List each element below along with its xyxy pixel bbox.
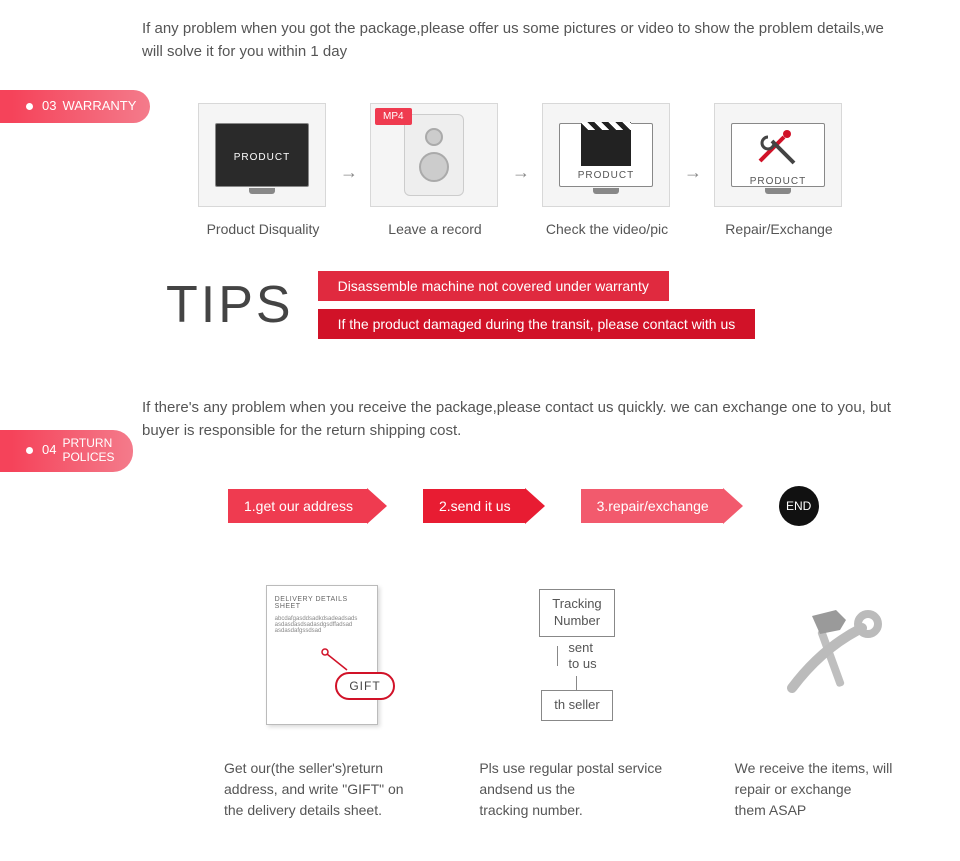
tracking-box-top: Tracking Number xyxy=(539,589,614,637)
flow-item-record: MP4 Leave a record xyxy=(370,103,500,237)
return-pill: 04 PRTURN POLICES xyxy=(12,430,133,472)
flow-item-disquality: PRODUCT Product Disquality xyxy=(198,103,328,237)
sent-note: sent to us xyxy=(568,640,596,674)
section-label-warranty: 03 WARRANTY xyxy=(12,90,150,123)
monitor-icon: PRODUCT xyxy=(731,123,825,187)
flow-caption: Leave a record xyxy=(370,221,500,237)
return-desc: We receive the items, will repair or exc… xyxy=(735,758,930,821)
monitor-icon: PRODUCT xyxy=(215,123,309,187)
flow-caption: Check the video/pic xyxy=(542,221,672,237)
tips-title: TIPS xyxy=(166,275,294,335)
monitor-label: PRODUCT xyxy=(750,176,806,187)
card-check: PRODUCT xyxy=(542,103,670,207)
mp4-badge: MP4 xyxy=(375,108,412,125)
return-label-num: 04 xyxy=(42,443,56,458)
return-body: 1.get our address 2.send it us 3.repair/… xyxy=(82,460,960,861)
arrow-icon: → xyxy=(512,122,530,183)
arrow-icon: → xyxy=(340,122,358,183)
tips-block: TIPS Disassemble machine not covered und… xyxy=(166,271,930,339)
return-steps: 1.get our address 2.send it us 3.repair/… xyxy=(214,474,844,538)
tip-bar: Disassemble machine not covered under wa… xyxy=(318,271,669,301)
end-badge: END xyxy=(779,486,819,526)
arrow-icon: → xyxy=(684,122,702,183)
warranty-pill: 03 WARRANTY xyxy=(12,90,150,123)
return-desc: Get our(the seller's)return address, and… xyxy=(224,758,419,821)
chevron-label: 2.send it us xyxy=(423,489,525,523)
return-label-text: PRTURN POLICES xyxy=(62,437,114,465)
return-desc: Pls use regular postal service andsend u… xyxy=(479,758,674,821)
bullet-icon xyxy=(26,447,33,454)
warranty-flow: PRODUCT Product Disquality → MP4 Leave a… xyxy=(112,103,930,237)
warranty-intro: If any problem when you got the package,… xyxy=(82,0,960,81)
tracking-box-bottom: th seller xyxy=(541,690,613,721)
gift-tag: GIFT xyxy=(335,672,394,700)
return-section: If there's any problem when you receive … xyxy=(82,379,960,460)
chevron-step-2: 2.send it us xyxy=(423,488,545,524)
section-label-return: 04 PRTURN POLICES xyxy=(12,430,133,472)
tips-bars: Disassemble machine not covered under wa… xyxy=(318,271,756,339)
monitor-label: PRODUCT xyxy=(234,152,290,163)
speaker-icon xyxy=(404,114,464,196)
monitor-icon: PRODUCT xyxy=(559,123,653,187)
chevron-label: 3.repair/exchange xyxy=(581,489,723,523)
flow-item-repair: PRODUCT Repair/Exchange xyxy=(714,103,844,237)
bullet-icon xyxy=(26,103,33,110)
sheet-lines: abcdafgasddsadkdsadeadsads asdasdasdsada… xyxy=(275,616,369,634)
card-repair: PRODUCT xyxy=(714,103,842,207)
warranty-label-text: WARRANTY xyxy=(62,99,136,114)
hammer-wrench-icon xyxy=(772,598,892,713)
monitor-label: PRODUCT xyxy=(578,170,634,181)
tip-bar: If the product damaged during the transi… xyxy=(318,309,756,339)
warranty-label-num: 03 xyxy=(42,99,56,114)
sheet-header: DELIVERY DETAILS SHEET xyxy=(275,596,369,610)
clapper-icon xyxy=(581,130,631,166)
flow-item-check: PRODUCT Check the video/pic xyxy=(542,103,672,237)
chevron-step-1: 1.get our address xyxy=(228,488,387,524)
delivery-sheet-icon: DELIVERY DETAILS SHEET abcdafgasddsadkds… xyxy=(266,585,378,725)
chevron-label: 1.get our address xyxy=(228,489,367,523)
callout-line-icon xyxy=(321,648,351,672)
warranty-section: If any problem when you got the package,… xyxy=(82,0,960,81)
card-product: PRODUCT xyxy=(198,103,326,207)
chevron-step-3: 3.repair/exchange xyxy=(581,488,743,524)
return-intro: If there's any problem when you receive … xyxy=(82,379,960,460)
card-record: MP4 xyxy=(370,103,498,207)
flow-caption: Repair/Exchange xyxy=(714,221,844,237)
tracking-diagram: Tracking Number sent to us th seller xyxy=(539,589,614,721)
tools-icon xyxy=(754,123,802,172)
flow-caption: Product Disquality xyxy=(198,221,328,237)
warranty-body: PRODUCT Product Disquality → MP4 Leave a… xyxy=(82,81,960,369)
connector-line-icon xyxy=(557,646,558,666)
connector-line-icon xyxy=(576,676,577,690)
